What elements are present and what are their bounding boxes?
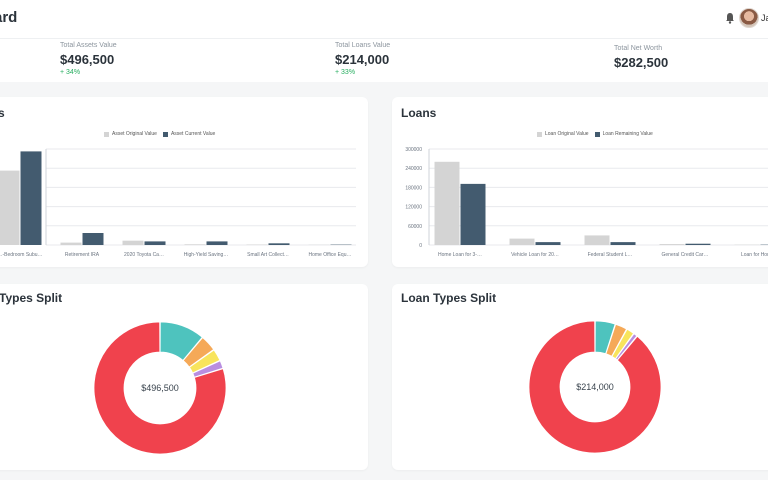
bar-current[interactable]	[82, 233, 104, 245]
loans-card-title: Loans	[401, 106, 437, 120]
legend-swatch-original	[104, 131, 109, 137]
net-worth-label: Total Net Worth	[614, 45, 663, 52]
loan-types-donut: $214,000	[528, 320, 662, 454]
x-tick-label: Federal Student L…	[588, 252, 633, 258]
bar-original[interactable]	[184, 244, 206, 245]
bar-current[interactable]	[535, 242, 561, 245]
y-tick-label: 60000	[408, 224, 422, 230]
user-name[interactable]: Ja	[761, 13, 768, 23]
legend-label-loan-original[interactable]: Loan Original Value	[545, 131, 589, 137]
avatar[interactable]	[739, 8, 759, 28]
x-tick-label: Home Loan for 3-…	[438, 252, 482, 258]
donut-slice[interactable]	[528, 320, 662, 454]
loan-split-title: Loan Types Split	[401, 291, 497, 305]
donut-slice[interactable]	[93, 321, 227, 455]
assets-chart-card: s Asset Original Value Asset Current Val…	[0, 97, 368, 267]
assets-card-title: s	[0, 106, 5, 120]
loans-legend: Loan Original Value Loan Remaining Value	[537, 131, 653, 137]
x-tick-label: Vehicle Loan for 20…	[511, 252, 559, 258]
legend-label-loan-remaining[interactable]: Loan Remaining Value	[602, 131, 653, 137]
total-loans-label: Total Loans Value	[335, 42, 391, 49]
total-assets-change: + 34%	[60, 69, 81, 76]
net-worth-value: $282,500	[614, 55, 669, 70]
asset-types-split-card: Types Split $496,500	[0, 284, 368, 470]
bar-original[interactable]	[434, 161, 460, 245]
bar-current[interactable]	[20, 151, 42, 245]
top-bar: ard Ja	[0, 0, 768, 38]
summary-strip: Total Assets Value $496,500 + 34% Total …	[0, 38, 768, 82]
total-loans-value: $214,000	[335, 52, 390, 67]
y-tick-label: 180000	[405, 185, 422, 191]
donut-center-label: $496,500	[141, 383, 179, 393]
bell-icon[interactable]	[725, 12, 735, 24]
bar-original[interactable]	[584, 235, 610, 245]
x-tick-label: Loan for Home…	[741, 252, 768, 258]
donut-slice[interactable]	[159, 321, 203, 361]
legend-swatch-current	[162, 131, 168, 137]
page-title: ard	[0, 9, 18, 26]
asset-split-title: Types Split	[0, 291, 63, 305]
asset-types-donut: $496,500	[93, 321, 227, 455]
legend-swatch-loan-original	[537, 131, 542, 137]
x-tick-label: Small Art Collect…	[247, 252, 289, 258]
bar-current[interactable]	[144, 241, 166, 245]
net-worth-summary: Total Net Worth $282,500	[614, 45, 668, 70]
legend-swatch-loan-remaining	[594, 131, 600, 137]
total-assets-label: Total Assets Value	[60, 42, 117, 49]
x-tick-label: Home Office Equ…	[309, 252, 352, 258]
y-tick-label: 300000	[405, 147, 422, 153]
bar-current[interactable]	[610, 242, 636, 245]
loans-bar-chart: 0 60000 120000 180000 240000 300000 Home Loan …	[405, 147, 768, 258]
donut-slice[interactable]	[192, 360, 224, 378]
y-tick-label: 0	[419, 243, 422, 249]
bar-original[interactable]	[0, 170, 20, 245]
y-tick-label: 120000	[405, 205, 422, 211]
bar-original[interactable]	[509, 238, 535, 245]
bar-original[interactable]	[60, 242, 82, 245]
x-tick-label: …-Bedroom Subu…	[0, 252, 43, 258]
legend-label-asset-original[interactable]: Asset Original Value	[112, 131, 157, 137]
x-tick-label: General Credit Car…	[662, 252, 709, 258]
total-assets-value: $496,500	[60, 52, 115, 67]
assets-bar-chart: …-Bedroom Subu… Retirement IRA 2020 Toyota…	[0, 148, 356, 258]
x-tick-label: Retirement IRA	[65, 252, 100, 258]
total-loans-change: + 33%	[335, 69, 356, 76]
legend-label-asset-current[interactable]: Asset Current Value	[170, 131, 216, 137]
bar-current[interactable]	[206, 241, 228, 245]
bar-current[interactable]	[685, 243, 711, 245]
bar-current[interactable]	[460, 183, 486, 245]
x-tick-label: High-Yield Saving…	[184, 252, 229, 258]
y-tick-label: 240000	[405, 166, 422, 172]
total-assets-summary: Total Assets Value $496,500 + 34%	[60, 42, 117, 76]
x-tick-label: 2020 Toyota Ca…	[124, 252, 164, 258]
total-loans-summary: Total Loans Value $214,000 + 33%	[335, 42, 390, 76]
loans-chart-card: Loans Loan Original Value Loan Remaining…	[392, 97, 768, 267]
bar-current[interactable]	[268, 243, 290, 245]
bar-original[interactable]	[659, 244, 685, 245]
donut-slice[interactable]	[615, 333, 638, 361]
loan-types-split-card: Loan Types Split $214,000	[392, 284, 768, 470]
bar-original[interactable]	[122, 240, 144, 245]
donut-center-label: $214,000	[576, 382, 614, 392]
assets-legend: Asset Original Value Asset Current Value	[104, 131, 215, 137]
